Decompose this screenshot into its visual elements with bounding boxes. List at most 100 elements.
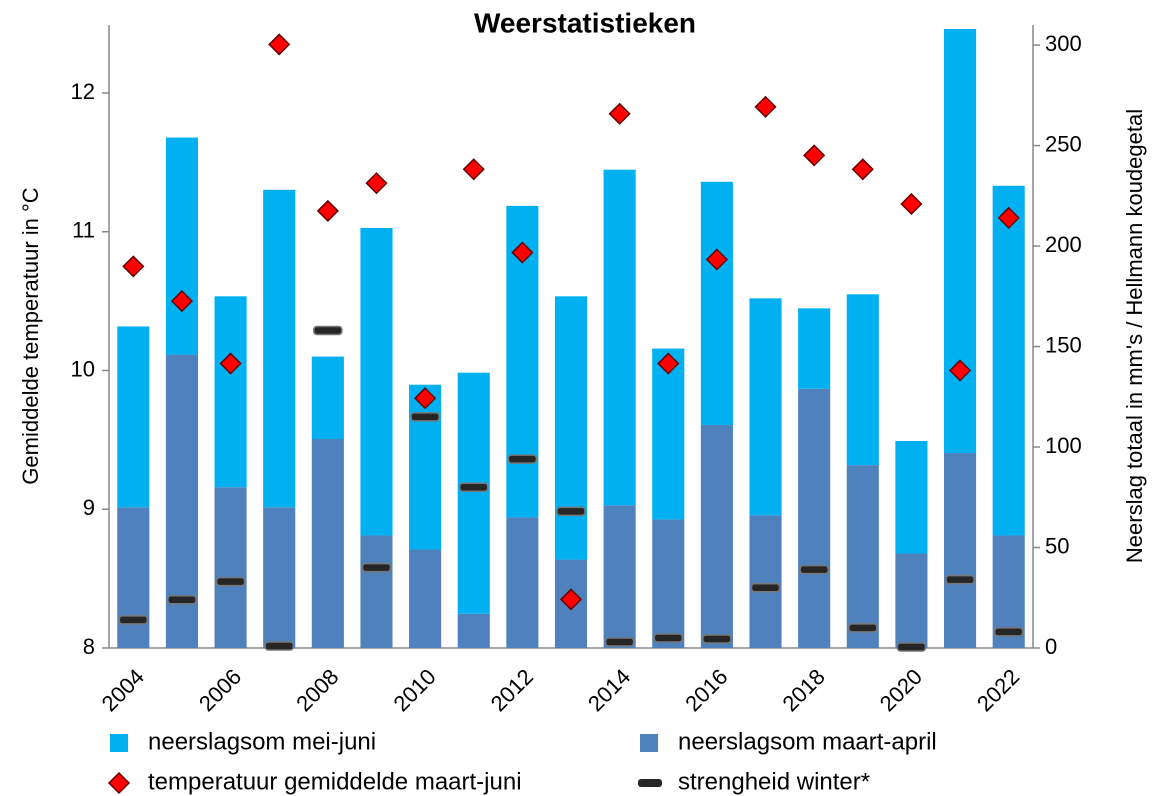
y-axis-label: Gemiddelde temperatuur in °C <box>18 187 43 484</box>
dash-marker <box>118 615 149 625</box>
bar <box>603 169 636 506</box>
x-tick-label: 2004 <box>97 664 149 716</box>
legend-label: temperatuur gemiddelde maart-juni <box>148 768 522 795</box>
bar <box>749 298 782 516</box>
dash-marker <box>507 454 538 464</box>
y-tick-label: 8 <box>83 634 95 659</box>
bar <box>944 29 977 454</box>
y-tick-label: 12 <box>71 79 95 104</box>
diamond-marker <box>997 206 1020 229</box>
legend-label: neerslagsom maart-april <box>678 728 937 755</box>
diamond-marker <box>803 144 826 167</box>
bar <box>117 507 150 648</box>
bar <box>409 384 442 550</box>
dash-marker <box>945 574 975 585</box>
bar <box>360 227 393 536</box>
y2-tick-label: 100 <box>1045 433 1082 458</box>
bar <box>895 441 928 554</box>
diamond-marker <box>414 387 437 410</box>
dash-marker <box>799 564 829 575</box>
x-tick-label: 2012 <box>486 664 538 716</box>
legend-swatch <box>110 734 128 752</box>
diamond-marker <box>754 95 777 118</box>
dash-marker <box>604 637 635 647</box>
x-tick-label: 2014 <box>583 664 635 716</box>
diamond-marker <box>268 33 291 56</box>
y-tick-label: 10 <box>71 356 95 381</box>
bar <box>311 438 344 648</box>
bar <box>895 553 928 648</box>
x-tick-label: 2020 <box>875 664 927 716</box>
bar <box>263 189 296 508</box>
bar <box>846 465 879 648</box>
dash-marker <box>653 633 684 643</box>
bar <box>165 137 198 355</box>
legend-swatch <box>638 779 662 787</box>
x-tick-label: 2018 <box>778 664 830 716</box>
bar <box>652 519 685 648</box>
diamond-marker <box>511 241 534 264</box>
dash-marker <box>702 634 732 644</box>
dash-marker <box>896 642 927 652</box>
y-tick-label: 9 <box>83 495 95 520</box>
x-tick-label: 2008 <box>291 664 343 716</box>
bar <box>700 424 733 648</box>
diamond-marker <box>705 248 728 271</box>
dash-marker <box>410 412 440 422</box>
diamond-marker <box>559 588 583 611</box>
x-tick-label: 2006 <box>194 664 246 716</box>
bar <box>457 613 490 648</box>
diamond-marker <box>170 290 194 313</box>
dash-marker <box>993 627 1024 637</box>
legend-label: neerslagsom mei-juni <box>148 728 376 755</box>
bar <box>214 296 247 488</box>
y-tick-label: 11 <box>72 218 95 243</box>
bar <box>360 535 393 648</box>
diamond-marker <box>851 158 874 181</box>
diamond-marker <box>316 199 339 222</box>
y2-tick-label: 150 <box>1045 332 1082 357</box>
bar <box>311 356 344 439</box>
bar <box>944 453 977 648</box>
dash-marker <box>458 482 489 492</box>
bar <box>409 549 442 648</box>
dash-marker <box>848 623 878 633</box>
bar <box>506 517 539 648</box>
x-tick-label: 2016 <box>680 664 732 716</box>
bar <box>846 294 879 466</box>
diamond-marker <box>365 172 388 195</box>
y2-tick-label: 200 <box>1045 232 1082 257</box>
diamond-marker <box>122 255 145 278</box>
diamond-marker <box>219 352 242 375</box>
x-tick-label: 2010 <box>388 664 440 716</box>
y2-tick-label: 0 <box>1045 634 1057 659</box>
chart-title: Weerstatistieken <box>474 7 696 38</box>
dash-marker <box>361 562 392 573</box>
dash-marker <box>215 576 246 587</box>
diamond-marker <box>657 352 680 375</box>
dash-marker <box>167 595 197 605</box>
bar <box>554 296 588 560</box>
legend-swatch <box>640 734 658 752</box>
diamond-marker <box>462 158 485 181</box>
dash-marker <box>264 641 294 651</box>
diamond-marker <box>900 192 923 216</box>
bar <box>652 348 685 520</box>
dash-marker <box>556 506 586 517</box>
legend-label: strengheid winter* <box>678 768 870 795</box>
legend-swatch <box>107 771 131 795</box>
bar <box>214 487 247 648</box>
bar <box>700 181 733 425</box>
bar <box>798 308 831 389</box>
diamond-marker <box>608 102 631 125</box>
bar <box>117 326 150 508</box>
y2-tick-label: 250 <box>1045 131 1082 156</box>
bar <box>457 372 490 614</box>
dash-marker <box>313 325 343 336</box>
bar <box>798 388 831 648</box>
y2-tick-label: 50 <box>1045 533 1069 558</box>
bar <box>263 507 296 648</box>
x-tick-label: 2022 <box>972 664 1024 716</box>
diamond-marker <box>948 359 972 382</box>
